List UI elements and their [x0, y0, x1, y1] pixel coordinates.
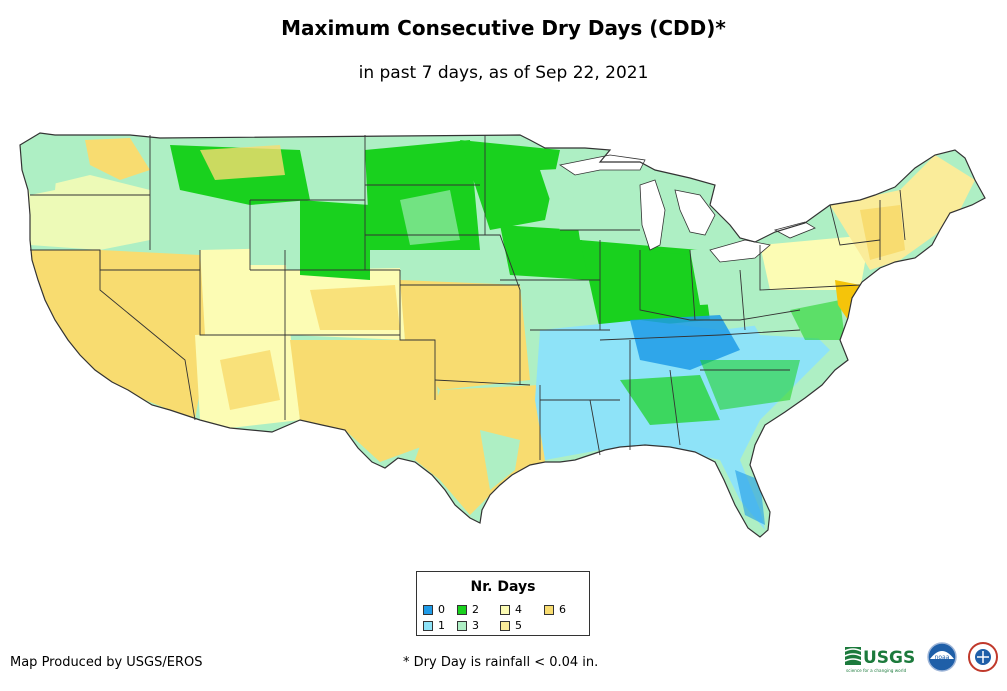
- legend-swatch: [500, 620, 510, 631]
- legend-item-0: 0: [423, 603, 445, 616]
- legend-swatch: [500, 604, 510, 615]
- legend-label: 3: [472, 619, 479, 632]
- legend-label: 1: [438, 619, 445, 632]
- legend-label: 4: [515, 603, 522, 616]
- legend-item-3: 3: [457, 619, 479, 632]
- nws-logo: [968, 642, 998, 672]
- map-subtitle: in past 7 days, as of Sep 22, 2021: [358, 63, 649, 83]
- legend-title: Nr. Days: [470, 579, 536, 595]
- legend-item-6: 6: [544, 603, 566, 616]
- legend-label: 0: [438, 603, 445, 616]
- legend-swatch: [423, 620, 433, 631]
- legend-label: 2: [472, 603, 479, 616]
- legend-swatch: [457, 604, 467, 615]
- noaa-logo: noaa: [927, 642, 957, 672]
- legend-item-5: 5: [500, 619, 522, 632]
- usgs-logo: USGS science for a changing world: [844, 647, 915, 673]
- legend-box: Nr. Days 0 1 2 3 4 5 6: [416, 571, 590, 636]
- legend-item-4: 4: [500, 603, 522, 616]
- great-lakes: [558, 154, 816, 263]
- legend-swatch: [423, 604, 433, 615]
- map-title: Maximum Consecutive Dry Days (CDD)*: [281, 16, 726, 40]
- usgs-logo-text: USGS: [863, 648, 915, 668]
- legend-label: 5: [515, 619, 522, 632]
- legend-swatch: [544, 604, 554, 615]
- credit-text: Map Produced by USGS/EROS: [10, 655, 203, 670]
- agency-logos: USGS science for a changing world noaa: [844, 642, 998, 673]
- state-borders: [30, 135, 906, 460]
- legend-swatch: [457, 620, 467, 631]
- noaa-logo-text: noaa: [935, 654, 950, 661]
- cdd-raster: [20, 138, 975, 530]
- legend-label: 6: [559, 603, 566, 616]
- legend-item-2: 2: [457, 603, 479, 616]
- usgs-tagline: science for a changing world: [846, 668, 907, 673]
- legend-item-1: 1: [423, 619, 445, 632]
- footnote-text: * Dry Day is rainfall < 0.04 in.: [403, 655, 599, 670]
